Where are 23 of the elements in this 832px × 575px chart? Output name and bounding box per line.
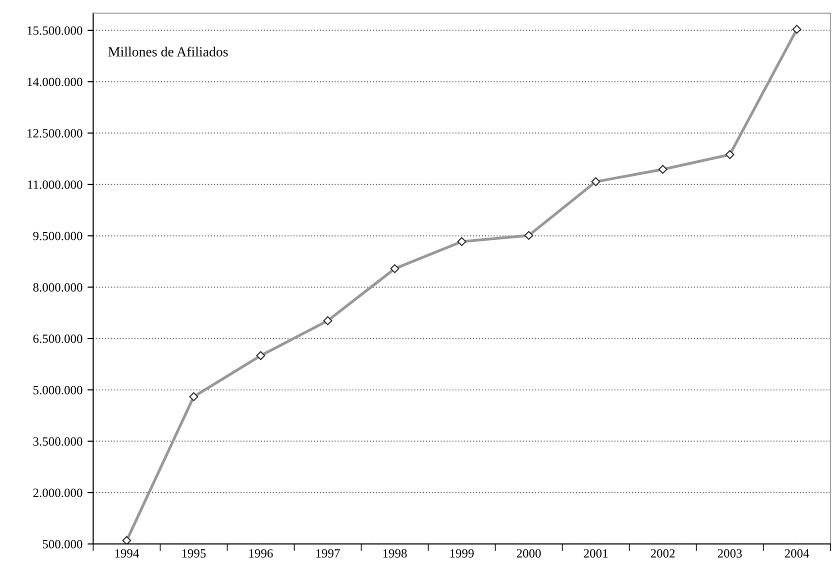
y-tick-label: 9.500.000	[33, 232, 82, 240]
y-tick-label: 2.000.000	[33, 488, 82, 498]
x-tick-label: 1997	[316, 549, 340, 558]
x-tick-label: 2001	[584, 549, 608, 558]
y-tick-label: 8.000.000	[33, 283, 82, 292]
y-tick-label: 6.500.000	[33, 334, 82, 344]
y-tick-label: 5.000.000	[33, 386, 82, 394]
x-tick-label: 1999	[450, 549, 474, 558]
y-tick-label: 14.000.000	[28, 78, 82, 86]
y-tick-label: 12.500.000	[28, 129, 82, 138]
x-tick-label: 1994	[115, 549, 139, 558]
y-tick-label: 11.000.000	[28, 180, 82, 189]
x-tick-label: 1996	[249, 549, 273, 558]
x-tick-label: 2002	[650, 549, 675, 558]
y-tick-label: 15.500.000	[28, 26, 82, 35]
x-tick-label: 1995	[182, 549, 206, 558]
x-tick-label: 2000	[516, 549, 541, 558]
x-tick-label: 2003	[718, 549, 742, 558]
x-tick-label: 1998	[383, 549, 407, 558]
y-tick-label: 500.000	[42, 540, 82, 548]
annotation: Millones de Afiliados	[108, 46, 228, 57]
y-tick-label: 3.500.000	[33, 437, 82, 446]
x-tick-label: 2004	[784, 549, 810, 558]
